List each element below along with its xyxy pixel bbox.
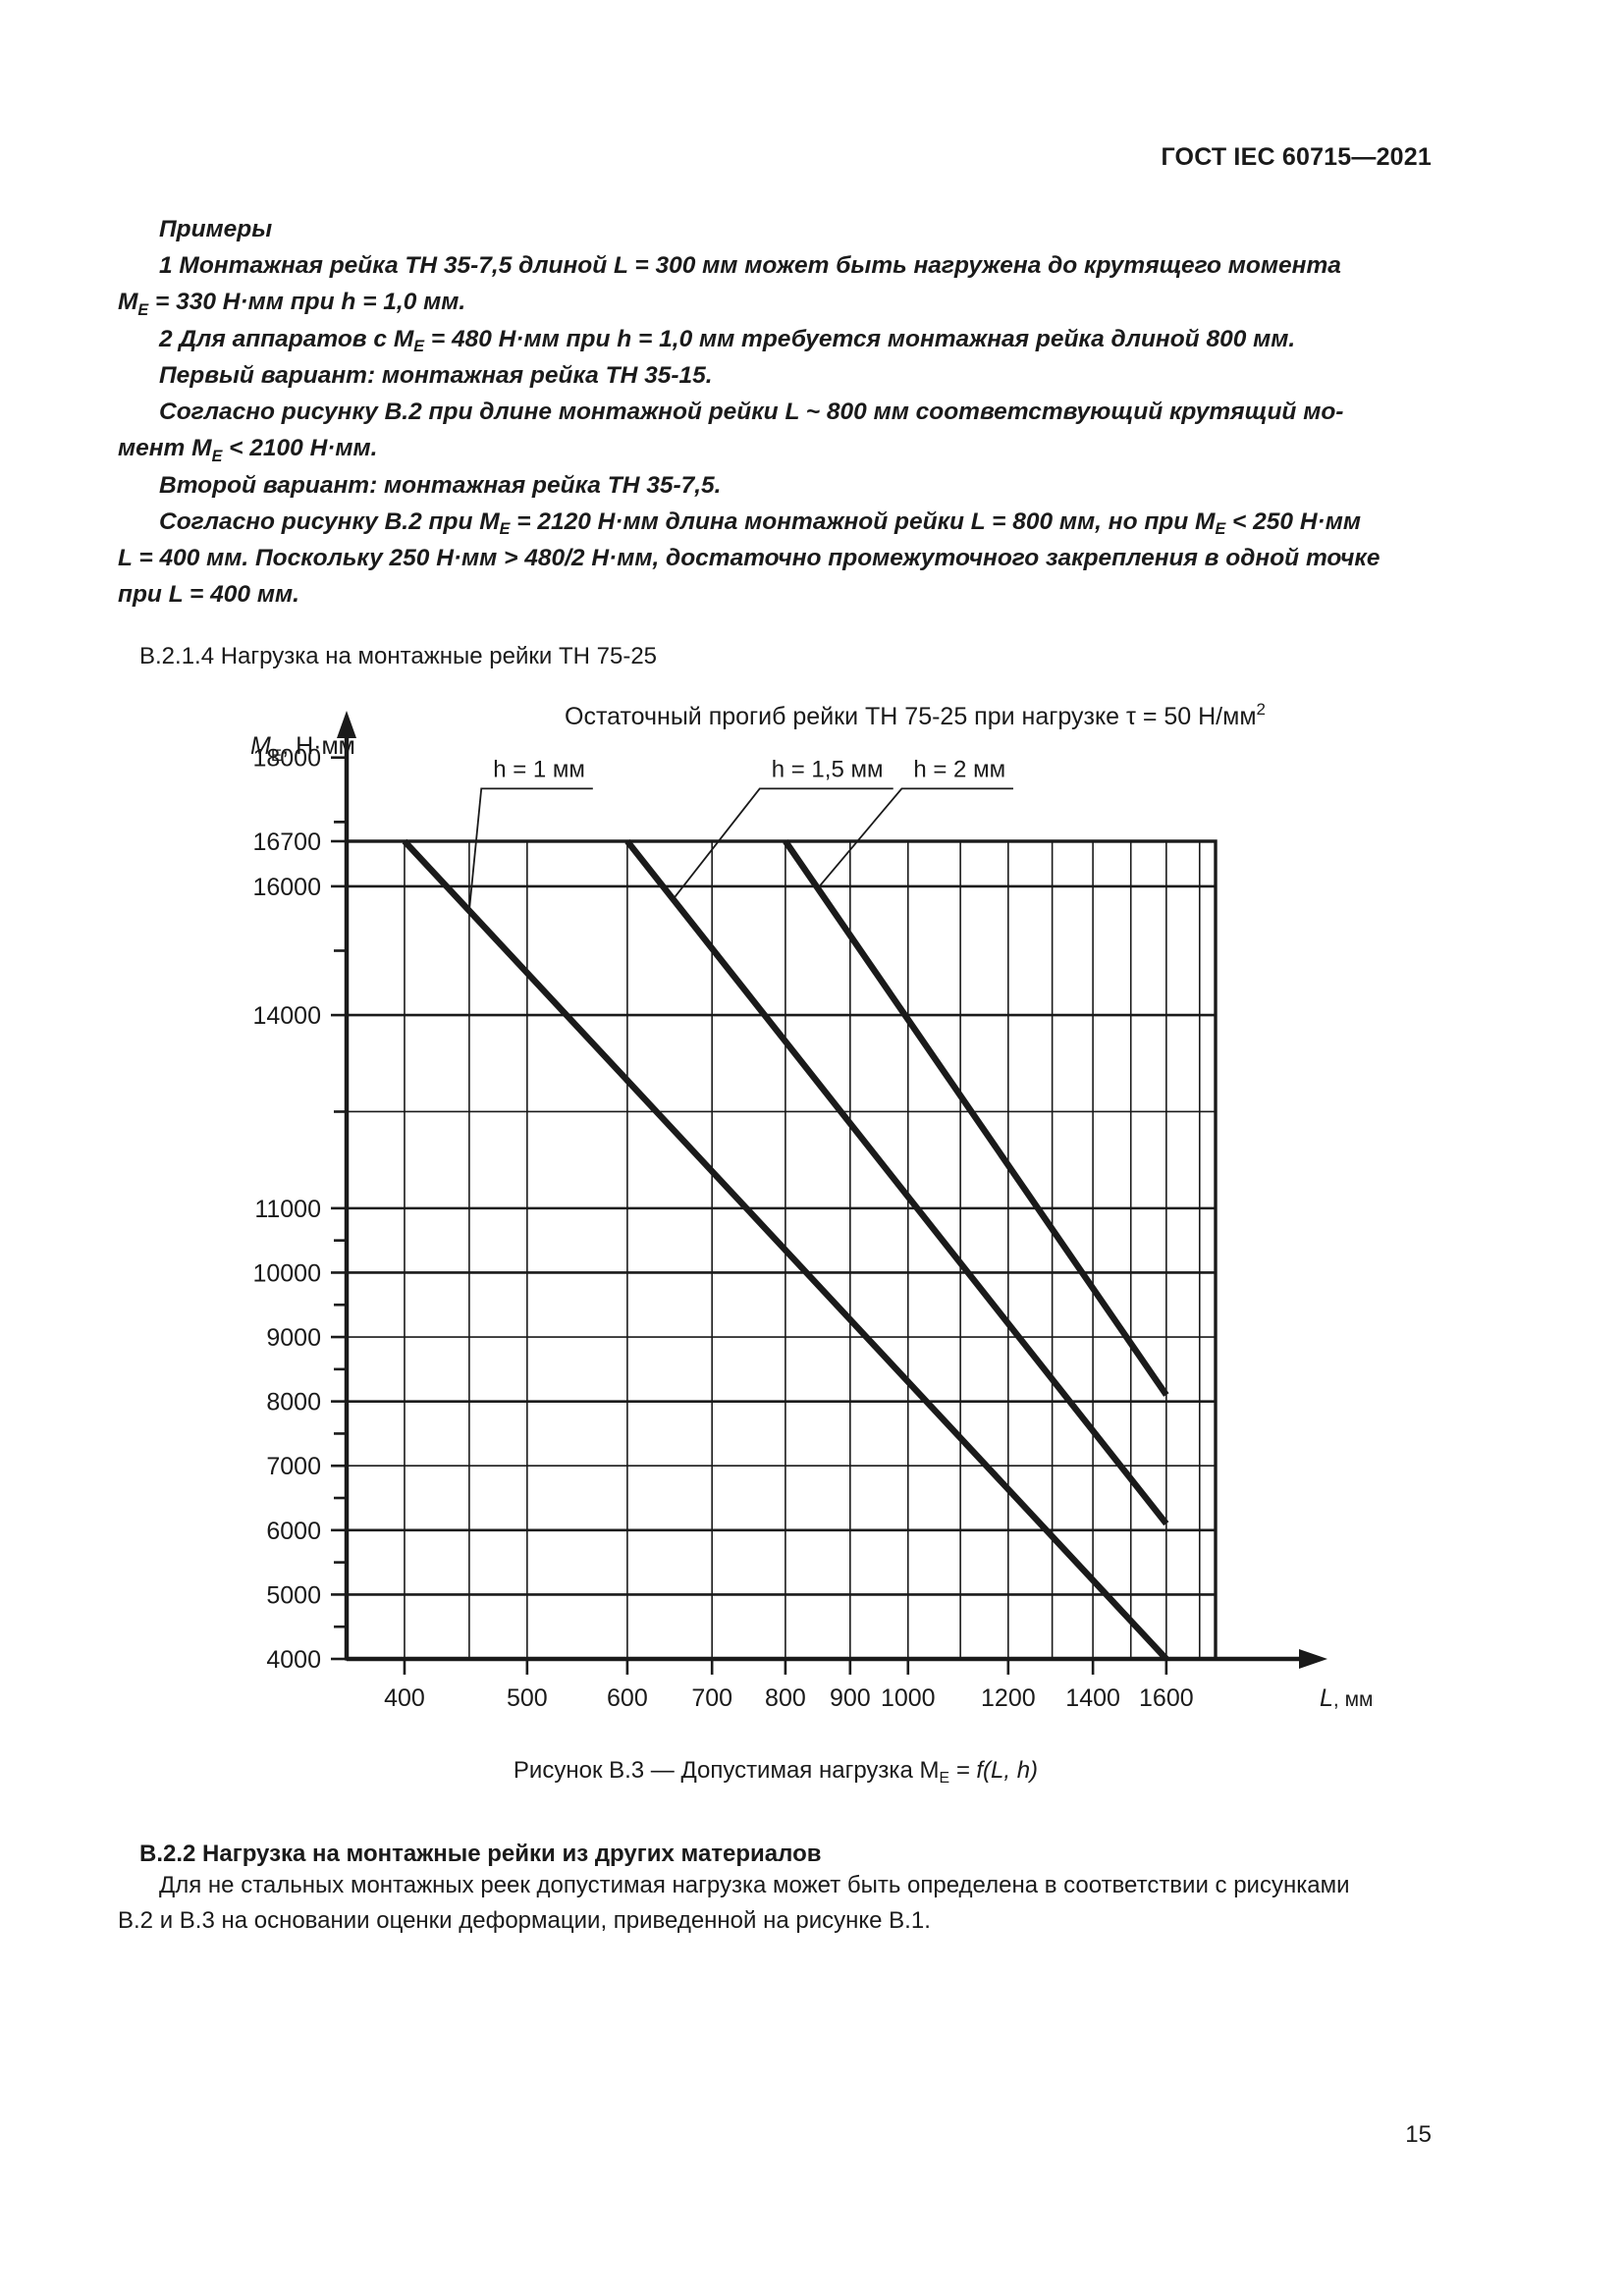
y-axis-label: ME, Н·мм: [250, 732, 355, 765]
chart-title-superscript: 2: [1257, 700, 1266, 719]
x-tick-label: 900: [830, 1684, 871, 1712]
y-axis-label-units: , Н·мм: [282, 732, 355, 760]
example-1-line2: ME = 330 Н·мм при h = 1,0 мм.: [118, 284, 1434, 320]
series-label: h = 1,5 мм: [772, 756, 884, 782]
moment-pre: мент M: [118, 435, 212, 462]
y-axis-label-symbol: M: [250, 732, 271, 760]
chart-ticks: [331, 756, 1168, 1675]
x-axis-arrow: [1299, 1649, 1327, 1669]
x-axis-label-units: , мм: [1333, 1688, 1374, 1711]
calc-pre: Согласно рисунку В.2 при M: [159, 507, 500, 535]
figure-b2-calc-line3: при L = 400 мм.: [118, 581, 299, 609]
page-number: 15: [1405, 2121, 1432, 2148]
y-tick-label: 14000: [252, 1002, 321, 1030]
me-symbol: M: [118, 289, 138, 316]
series-leader-line: [468, 787, 593, 911]
section-b22-block: B.2.2 Нагрузка на монтажные рейки из дру…: [118, 1841, 1434, 1939]
me-subscript: E: [413, 337, 425, 355]
x-tick-label: 1600: [1139, 1684, 1194, 1712]
chart-allowable-load: 18000 16700 16000 14000 11000 10000 9000 8000 70…: [250, 700, 1373, 1712]
section-b22-paragraph-line1: Для не стальных монтажных реек допустима…: [159, 1872, 1350, 1898]
x-tick-label: 1200: [981, 1684, 1036, 1712]
x-tick-label: 1000: [881, 1684, 936, 1712]
figure-b3: 18000 16700 16000 14000 11000 10000 9000 8000 70…: [118, 677, 1434, 1836]
chart-labels: 18000 16700 16000 14000 11000 10000 9000 8000 70…: [250, 700, 1373, 1712]
chart-curves: [402, 838, 1169, 1662]
y-tick-label: 18000: [252, 745, 321, 773]
section-b22-heading: B.2.2 Нагрузка на монтажные рейки из дру…: [139, 1841, 822, 1867]
second-variant-paragraph: Второй вариант: монтажная рейка TH 35-7,…: [159, 471, 722, 499]
figure-b2-calc-paragraph: Согласно рисунку В.2 при ME = 2120 Н·мм …: [118, 504, 1434, 540]
x-tick-label: 500: [507, 1684, 548, 1712]
me-subscript: E: [137, 300, 149, 319]
y-tick-label: 16700: [252, 828, 321, 856]
figure-b2-ref-line1: Согласно рисунку В.2 при длине монтажной…: [159, 399, 1344, 426]
y-tick-label: 16000: [252, 874, 321, 901]
page-header-standard: ГОСТ IEC 60715—2021: [1161, 143, 1432, 171]
y-tick-label: 7000: [266, 1453, 321, 1480]
x-tick-label: 800: [765, 1684, 806, 1712]
example-1-line1: 1 Монтажная рейка TH 35-7,5 длиной L = 3…: [159, 252, 1341, 280]
x-axis-label-symbol: L: [1320, 1684, 1333, 1712]
example-1-line2-rest: = 330 Н·мм при h = 1,0 мм.: [148, 289, 466, 316]
me-subscript: E: [939, 1770, 950, 1788]
x-tick-label: 1400: [1065, 1684, 1120, 1712]
y-tick-label: 8000: [266, 1389, 321, 1416]
y-tick-label: 10000: [252, 1259, 321, 1287]
figure-caption-pre: Рисунок В.3 — Допустимая нагрузка M: [513, 1757, 940, 1784]
chart-leader-lines: [468, 787, 1013, 911]
x-tick-label: 600: [607, 1684, 648, 1712]
calc-post: < 250 Н·мм: [1225, 507, 1361, 535]
figure-caption-formula: = f(L, h): [949, 1757, 1039, 1784]
series-leader-line: [817, 787, 1013, 889]
me-subscript: E: [1215, 520, 1226, 539]
calc-mid: = 2120 Н·мм длина монтажной рейки L = 80…: [510, 507, 1216, 535]
x-tick-label: 700: [691, 1684, 732, 1712]
y-tick-label: 9000: [266, 1324, 321, 1352]
series-label: h = 2 мм: [913, 756, 1005, 782]
curve-h-2-: [783, 839, 1169, 1397]
series-label: h = 1 мм: [493, 756, 585, 782]
example-2-paragraph: 2 Для аппаратов с ME = 480 Н·мм при h = …: [118, 321, 1434, 357]
figure-caption-post: = f(L, h): [949, 1757, 1038, 1784]
y-tick-label: 11000: [254, 1196, 321, 1223]
y-tick-label: 5000: [266, 1581, 321, 1609]
y-axis-arrow: [337, 711, 356, 738]
examples-heading: Примеры: [159, 216, 273, 242]
chart-title: Остаточный прогиб рейки TH 75-25 при наг…: [565, 700, 1266, 730]
figure-b2-calc-line2: L = 400 мм. Поскольку 250 Н·мм > 480/2 Н…: [118, 545, 1380, 572]
section-b22-paragraph-line2: В.2 и В.3 на основании оценки деформации…: [118, 1907, 931, 1934]
moment-post: < 2100 Н·мм.: [222, 435, 378, 462]
example-2-post: = 480 Н·мм при h = 1,0 мм требуется монт…: [424, 325, 1296, 352]
y-tick-label: 4000: [266, 1646, 321, 1674]
y-tick-label: 6000: [266, 1518, 321, 1545]
chart-axes: [337, 711, 1327, 1669]
section-b214-heading: B.2.1.4 Нагрузка на монтажные рейки TH 7…: [139, 642, 658, 669]
x-tick-label: 400: [384, 1684, 425, 1712]
figure-b2-reference-paragraph: Согласно рисунку В.2 при длине монтажной…: [118, 394, 1434, 430]
example-2-pre: 2 Для аппаратов с M: [159, 325, 414, 352]
first-variant-paragraph: Первый вариант: монтажная рейка TH 35-15…: [159, 361, 713, 389]
figure-caption: Рисунок В.3 — Допустимая нагрузка ME = f…: [118, 1757, 1434, 1788]
series-leader-line: [672, 787, 893, 900]
curve-h-1-5-: [624, 838, 1169, 1526]
examples-block: Примеры 1 Монтажная рейка TH 35-7,5 длин…: [118, 211, 1434, 674]
curve-h-1-: [402, 838, 1169, 1662]
figure-b2-ref-line2: мент ME < 2100 Н·мм.: [118, 430, 1434, 466]
example-1-paragraph: 1 Монтажная рейка TH 35-7,5 длиной L = 3…: [118, 247, 1434, 284]
me-subscript: E: [211, 447, 223, 465]
x-axis-label: L, мм: [1320, 1684, 1373, 1712]
y-axis-label-subscript: E: [271, 746, 282, 765]
me-subscript: E: [499, 520, 511, 539]
